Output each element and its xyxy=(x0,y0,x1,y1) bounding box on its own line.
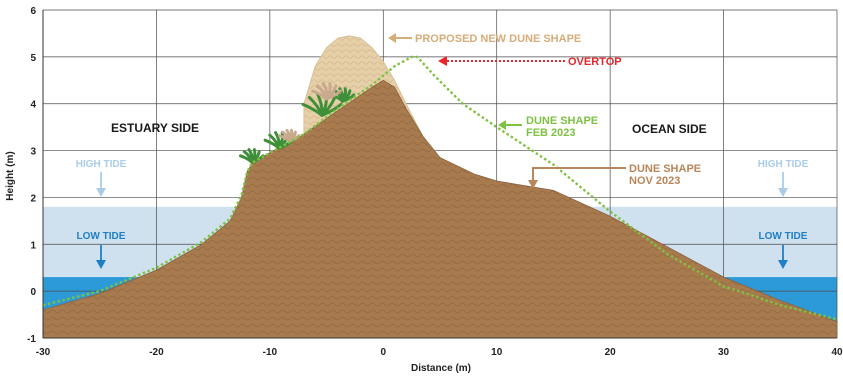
x-tick-label: 20 xyxy=(605,347,617,358)
y-axis-title: Height (m) xyxy=(5,151,16,200)
overtop-label: OVERTOP xyxy=(568,56,622,68)
x-tick-label: 10 xyxy=(491,347,503,358)
nov-label-line2: NOV 2023 xyxy=(629,175,680,187)
nov-2023-dune-area xyxy=(42,79,838,339)
y-tick-label: 2 xyxy=(30,193,36,204)
proposed-annotation: PROPOSED NEW DUNE SHAPE xyxy=(388,33,581,45)
x-tick-label: 40 xyxy=(831,347,843,358)
low-tide-label-right: LOW TIDE xyxy=(759,231,808,242)
low-tide-right: LOW TIDE xyxy=(759,231,808,269)
grass-tuft-icon xyxy=(311,81,342,101)
feb-label-line1: DUNE SHAPE xyxy=(526,115,598,127)
plant-icon xyxy=(239,148,265,164)
nov-arrow xyxy=(532,167,626,183)
high-tide-label-left: HIGH TIDE xyxy=(76,159,127,170)
high-tide-left: HIGH TIDE xyxy=(76,159,127,197)
high-tide-arrowhead-left xyxy=(96,188,106,197)
feb-annotation: DUNE SHAPE FEB 2023 xyxy=(498,115,598,139)
plant-icon xyxy=(263,131,295,150)
overtop-annotation: OVERTOP xyxy=(438,56,622,68)
high-tide-arrowhead-right xyxy=(778,188,788,197)
y-tick-label: 3 xyxy=(30,147,36,158)
x-tick-label: 0 xyxy=(381,347,387,358)
x-tick-label: -30 xyxy=(36,347,51,358)
nov-label-line1: DUNE SHAPE xyxy=(629,163,701,175)
ocean-side-label: OCEAN SIDE xyxy=(632,122,707,136)
low-tide-arrowhead-left xyxy=(96,260,106,269)
low-tide-left: LOW TIDE xyxy=(77,231,126,269)
y-tick-label: 1 xyxy=(30,240,36,251)
estuary-side-label: ESTUARY SIDE xyxy=(111,121,199,135)
x-tick-label: 30 xyxy=(718,347,730,358)
low-tide-arrowhead-right xyxy=(778,260,788,269)
nov-annotation: DUNE SHAPE NOV 2023 xyxy=(528,163,701,189)
dune-areas xyxy=(42,35,838,339)
low-tide-label-left: LOW TIDE xyxy=(77,231,126,242)
plant-icon xyxy=(329,87,356,103)
nov-arrowhead xyxy=(528,180,538,189)
proposed-arrowhead xyxy=(388,33,396,43)
high-tide-label-right: HIGH TIDE xyxy=(758,159,809,170)
y-tick-label: 6 xyxy=(30,6,36,17)
proposed-label: PROPOSED NEW DUNE SHAPE xyxy=(415,33,581,45)
grass-tuft-icon xyxy=(278,128,301,143)
feb-label-line2: FEB 2023 xyxy=(526,127,576,139)
feb-arrowhead xyxy=(498,120,506,130)
y-tick-label: 0 xyxy=(30,287,36,298)
high-tide-right: HIGH TIDE xyxy=(758,159,809,197)
plant-icon xyxy=(301,92,343,117)
dune-vegetation xyxy=(239,81,356,164)
overtop-arrowhead xyxy=(438,56,447,66)
dune-lines xyxy=(42,55,838,321)
x-axis-title: Distance (m) xyxy=(411,363,471,374)
x-tick-label: -20 xyxy=(149,347,164,358)
y-tick-label: -1 xyxy=(27,334,36,345)
feb-2023-dune-line xyxy=(42,55,838,321)
y-tick-label: 5 xyxy=(30,53,36,64)
x-tick-label: -10 xyxy=(263,347,278,358)
y-tick-label: 4 xyxy=(30,100,36,111)
